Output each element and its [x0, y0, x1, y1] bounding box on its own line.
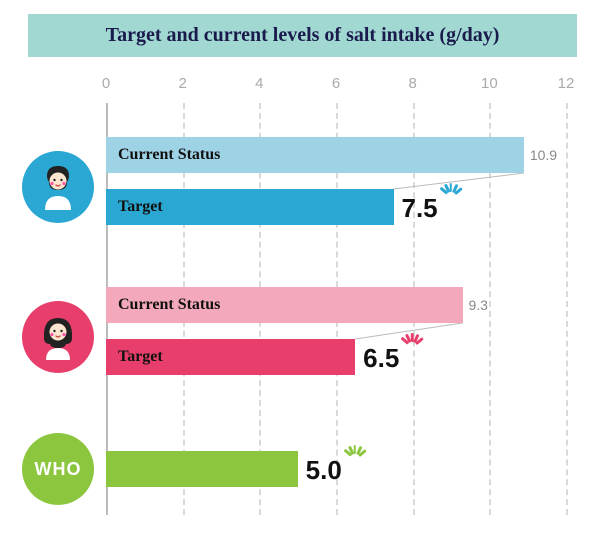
female-burst-icon — [397, 327, 427, 357]
x-axis: 024681012 — [106, 75, 567, 95]
male-target-bar: Target — [106, 189, 394, 225]
chart-area: 0 2 4 6 8 10 12 Current Status 10.9 Target 7.5 Cu… — [28, 75, 577, 515]
chart-rows: Current Status 10.9 Target 7.5 Current Stat… — [28, 103, 567, 515]
male-burst-icon — [436, 177, 466, 207]
male-current-label: Current Status — [118, 146, 220, 164]
who-target-bar — [106, 451, 298, 487]
male-icon — [22, 151, 94, 223]
female-icon — [22, 301, 94, 373]
male-target-label: Target — [118, 198, 163, 216]
female-current-bar: Current Status — [106, 287, 463, 323]
who-burst-icon — [340, 439, 370, 469]
title-banner: Target and current levels of salt intake… — [28, 14, 577, 57]
axis-tick-label: 6 — [332, 75, 340, 92]
female-target-label: Target — [118, 348, 163, 366]
male-current-bar: Current Status — [106, 137, 524, 173]
axis-tick-label: 10 — [481, 75, 498, 92]
male-target-value: 7.5 — [402, 193, 438, 224]
axis-tick-label: 2 — [178, 75, 186, 92]
who-icon: WHO — [22, 433, 94, 505]
axis-tick-label: 12 — [558, 75, 575, 92]
axis-tick-label: 4 — [255, 75, 263, 92]
who-icon-label: WHO — [35, 459, 82, 480]
female-current-value: 9.3 — [469, 297, 488, 313]
infographic-root: Target and current levels of salt intake… — [0, 0, 595, 550]
title-text: Target and current levels of salt intake… — [106, 24, 500, 46]
axis-tick-label: 8 — [408, 75, 416, 92]
male-current-value: 10.9 — [530, 147, 557, 163]
axis-tick-label: 0 — [102, 75, 110, 92]
female-current-label: Current Status — [118, 296, 220, 314]
who-target-value: 5.0 — [306, 455, 342, 486]
female-target-bar: Target — [106, 339, 355, 375]
female-target-value: 6.5 — [363, 343, 399, 374]
